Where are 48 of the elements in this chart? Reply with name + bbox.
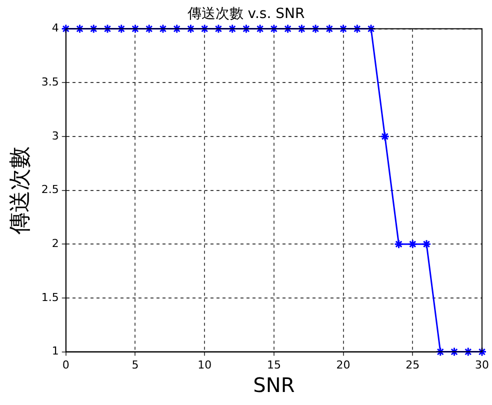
point <box>366 24 376 34</box>
point <box>269 24 279 34</box>
y-tick-label: 3.5 <box>41 75 59 88</box>
y-tick-label: 3 <box>52 129 59 142</box>
x-tick-label: 15 <box>266 358 281 372</box>
x-tick-label: 0 <box>62 358 70 372</box>
x-tick-label: 30 <box>475 358 489 372</box>
point <box>296 24 306 34</box>
point <box>352 24 362 34</box>
y-axis-title: 傳送次數 <box>8 146 33 236</box>
point <box>463 347 473 357</box>
y-tick-label: 4 <box>52 22 59 35</box>
point <box>214 24 224 34</box>
point <box>283 24 293 34</box>
point <box>380 132 390 142</box>
x-tick-label: 25 <box>406 358 420 372</box>
point <box>61 24 71 34</box>
x-axis-title: SNR <box>253 373 295 398</box>
point <box>116 24 126 34</box>
point <box>130 24 140 34</box>
y-tick-label: 1.5 <box>41 290 59 304</box>
x-tick-label: 5 <box>132 358 139 372</box>
point <box>172 24 182 34</box>
y-tick-label: 2.5 <box>41 183 59 196</box>
point <box>102 24 112 34</box>
point <box>324 24 334 34</box>
point <box>228 24 238 34</box>
point <box>75 24 85 34</box>
point <box>408 239 418 249</box>
x-tick-label: 20 <box>336 358 350 372</box>
x-tick-label: 10 <box>198 358 212 372</box>
point <box>144 24 154 34</box>
point <box>477 347 487 357</box>
point <box>338 24 348 34</box>
point <box>158 24 168 34</box>
point <box>394 239 404 249</box>
chart-title: 傳送次數 v.s. SNR <box>186 6 305 22</box>
point <box>186 24 196 34</box>
point <box>241 24 251 34</box>
point <box>450 347 460 357</box>
point <box>88 24 98 34</box>
point <box>200 24 210 34</box>
point <box>436 347 446 357</box>
point <box>255 24 265 34</box>
y-tick-label: 2 <box>52 236 59 250</box>
point <box>310 24 320 34</box>
point <box>422 239 432 249</box>
y-tick-label: 1 <box>52 344 59 358</box>
